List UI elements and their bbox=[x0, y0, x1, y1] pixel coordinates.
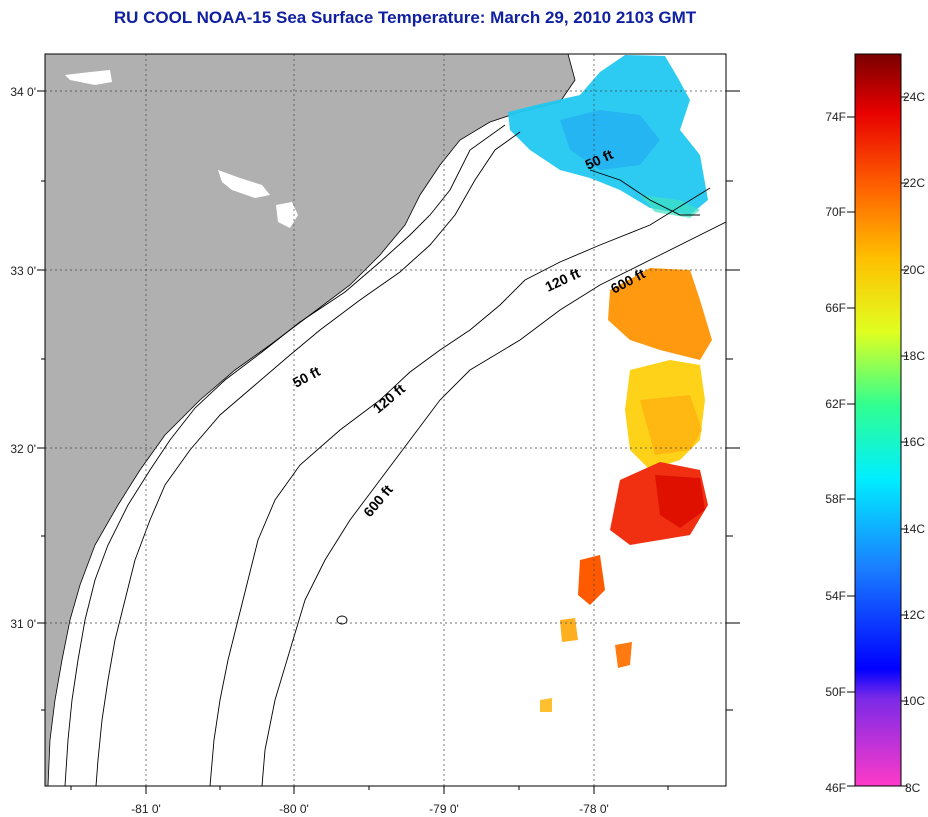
isobath-600ft bbox=[261, 221, 726, 786]
colorbar-label-f: 58F bbox=[825, 492, 846, 506]
lon-label: -81 0' bbox=[131, 802, 161, 816]
lake bbox=[276, 202, 298, 228]
colorbar-label-f: 50F bbox=[825, 685, 846, 699]
map-title: RU COOL NOAA-15 Sea Surface Temperature:… bbox=[113, 8, 697, 27]
lon-label: -80 0' bbox=[279, 802, 309, 816]
lake bbox=[65, 70, 112, 85]
colorbar-label-f: 70F bbox=[825, 205, 846, 219]
colorbar-label-c: 10C bbox=[903, 694, 925, 708]
colorbar-label-c: 12C bbox=[903, 608, 925, 622]
lon-label: -79 0' bbox=[429, 802, 459, 816]
lat-label: 34 0' bbox=[10, 85, 36, 99]
land-mass bbox=[45, 54, 576, 786]
graticule bbox=[45, 54, 726, 786]
colorbar-label-f: 66F bbox=[825, 301, 846, 315]
colorbar-label-c: 18C bbox=[903, 349, 925, 363]
lon-label: -78 0' bbox=[579, 802, 609, 816]
colorbar-label-f: 74F bbox=[825, 110, 846, 124]
colorbar-label-c: 16C bbox=[903, 435, 925, 449]
lat-label: 32 0' bbox=[10, 442, 36, 456]
colorbar-label-c: 20C bbox=[903, 263, 925, 277]
colorbar-label-f: 54F bbox=[825, 589, 846, 603]
colorbar-label-c: 8C bbox=[905, 781, 921, 795]
colorbar-label-f: 62F bbox=[825, 397, 846, 411]
colorbar-label-c: 24C bbox=[903, 90, 925, 104]
colorbar: 74F 70F 66F 62F 58F 54F 50F 46F 24C 22C … bbox=[825, 53, 925, 795]
lat-label: 33 0' bbox=[10, 264, 36, 278]
colorbar-label-f: 46F bbox=[825, 781, 846, 795]
sst-warm-patch bbox=[608, 268, 712, 360]
lat-label: 31 0' bbox=[10, 617, 36, 631]
isobath-50ft bbox=[95, 131, 521, 786]
tick-marks bbox=[37, 90, 740, 794]
map-panel bbox=[45, 54, 726, 786]
colorbar-label-c: 22C bbox=[903, 176, 925, 190]
coastline bbox=[64, 124, 506, 786]
isobath-120ft bbox=[209, 187, 711, 786]
colorbar-label-c: 14C bbox=[903, 522, 925, 536]
lake bbox=[218, 170, 270, 198]
